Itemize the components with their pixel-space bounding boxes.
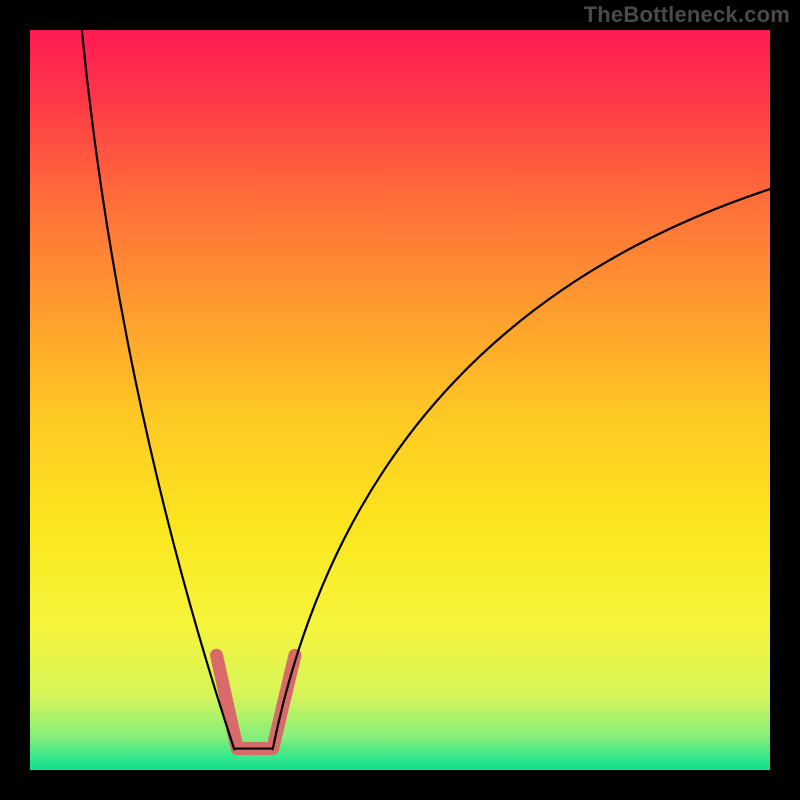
plot-background [30, 30, 770, 770]
chart-stage: TheBottleneck.com [0, 0, 800, 800]
chart-svg [0, 0, 800, 800]
